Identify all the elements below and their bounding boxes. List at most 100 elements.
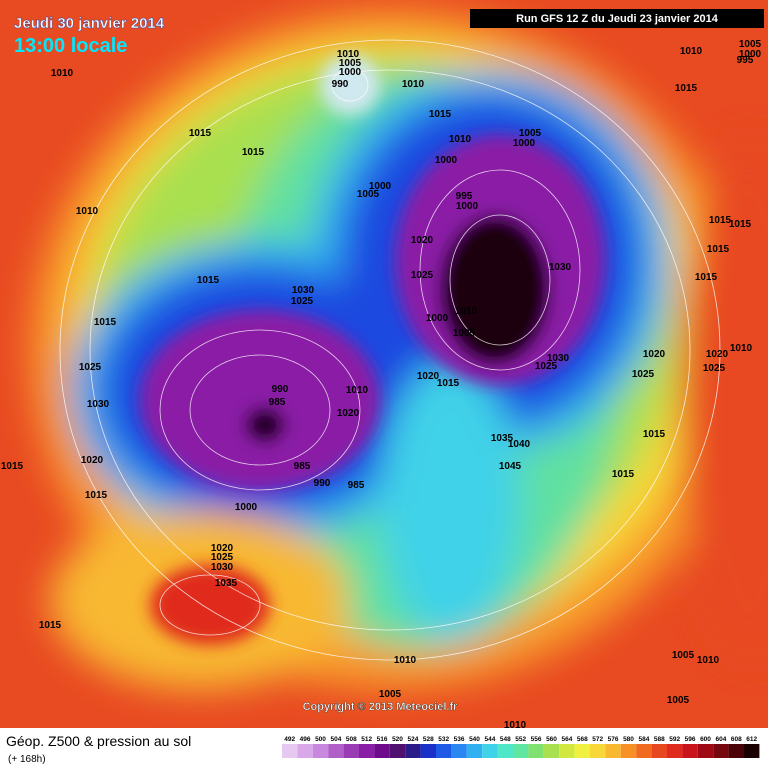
- scale-label: 532: [438, 736, 449, 743]
- isobar-label: 1005: [339, 58, 362, 69]
- scale-label: 516: [377, 736, 388, 743]
- scale-swatch: [559, 744, 575, 758]
- isobar-label: 1015: [437, 378, 460, 389]
- isobar-label: 1030: [549, 262, 572, 273]
- isobar-label: 1010: [504, 720, 527, 731]
- scale-label: 568: [577, 736, 588, 743]
- isobar-label: 1015: [94, 317, 117, 328]
- scale-swatch: [359, 744, 375, 758]
- scale-label: 508: [346, 736, 357, 743]
- isobar-label: 1005: [739, 39, 762, 50]
- isobar-label: 1000: [739, 49, 762, 60]
- scale-label: 584: [638, 736, 649, 743]
- footer-title: Géop. Z500 & pression au sol: [6, 733, 191, 749]
- scale-label: 572: [592, 736, 603, 743]
- isobar-label: 990: [314, 478, 331, 489]
- scale-swatch: [389, 744, 406, 758]
- field: [0, 0, 768, 728]
- isobar-label: 1030: [547, 353, 570, 364]
- isobar-label: 1010: [455, 306, 478, 317]
- isobar-label: 1030: [292, 285, 315, 296]
- isobar-label: 1025: [703, 363, 726, 374]
- isobar-label: 1010: [680, 46, 703, 57]
- scale-swatch: [528, 744, 544, 758]
- isobar-label: 1025: [211, 552, 234, 563]
- isobar-label: 1000: [369, 181, 392, 192]
- isobar-label: 1025: [535, 361, 558, 372]
- footer-lead: (+ 168h): [8, 754, 46, 765]
- isobar-label: 1015: [39, 620, 62, 631]
- scale-swatch: [682, 744, 698, 758]
- scale-label: 544: [484, 736, 495, 743]
- scale-swatch: [466, 744, 483, 758]
- scale-label: 496: [300, 736, 311, 743]
- isobar-label: 985: [348, 480, 365, 491]
- scale-swatch: [482, 744, 498, 758]
- scale-label: 604: [715, 736, 726, 743]
- scale-label: 608: [731, 736, 742, 743]
- isobar-label: 1010: [449, 134, 472, 145]
- scale-swatch: [513, 744, 529, 758]
- scale-swatch: [328, 744, 344, 758]
- isobar-label: 1010: [402, 79, 425, 90]
- isobar-label: 1030: [211, 562, 234, 573]
- isobar-label: 1015: [429, 109, 452, 120]
- scale-label: 524: [407, 736, 418, 743]
- isobar-label: 1015: [612, 469, 635, 480]
- scale-label: 520: [392, 736, 403, 743]
- isobar-label: 1020: [643, 349, 666, 360]
- isobar-label: 1015: [695, 272, 718, 283]
- isobar-label: 1000: [513, 138, 536, 149]
- scale-swatch: [420, 744, 436, 758]
- isobar-label: 1020: [417, 371, 440, 382]
- isobar-label: 1015: [729, 219, 752, 230]
- scale-swatch: [451, 744, 467, 758]
- isobar-label: 1045: [499, 461, 522, 472]
- isobar-label: 1010: [76, 206, 99, 217]
- scale-swatch: [697, 744, 714, 758]
- isobar-label: 1010: [51, 68, 74, 79]
- isobar-label: 1015: [675, 83, 698, 94]
- isobar-label: 990: [272, 384, 289, 395]
- scale-label: 500: [315, 736, 326, 743]
- isobar-label: 1015: [1, 461, 24, 472]
- isobar-label: 1010: [337, 49, 360, 60]
- isobar-label: 1020: [337, 408, 360, 419]
- scale-swatch: [543, 744, 560, 758]
- scale-label: 528: [423, 736, 434, 743]
- isobar-label: 1025: [291, 296, 314, 307]
- scale-swatch: [282, 744, 298, 758]
- isobar-label: 1020: [81, 455, 104, 466]
- isobar-label: 1020: [211, 543, 234, 554]
- isobar-label: 1015: [189, 128, 212, 139]
- scale-swatch: [620, 744, 637, 758]
- isobar-label: 1000: [235, 502, 258, 513]
- isobar-label: 1015: [707, 244, 730, 255]
- scale-label: 560: [546, 736, 557, 743]
- isobar-label: 1030: [87, 399, 110, 410]
- scale-swatch: [574, 744, 590, 758]
- color-scale: 492 496 500 504 508 512 516 520 524 528 532 536 540 5…: [282, 736, 760, 758]
- isobar-label: 990: [332, 79, 349, 90]
- isobar-label: 1010: [346, 385, 369, 396]
- date: Jeudi 30 janvier 2014: [14, 15, 165, 32]
- scale-label: 512: [361, 736, 372, 743]
- isobar-label: 1025: [632, 369, 655, 380]
- scale-swatch: [728, 744, 744, 758]
- time: 13:00 locale: [14, 35, 127, 57]
- scale-swatch: [636, 744, 652, 758]
- isobar-label: 1010: [730, 343, 753, 354]
- isobar-label: 1005: [519, 128, 542, 139]
- isobar-label: 1015: [709, 215, 732, 226]
- isobar-label: 1010: [697, 655, 720, 666]
- isobar-label: 1005: [357, 189, 380, 200]
- isobar-label: 1005: [379, 689, 402, 700]
- copyright: Copyright © 2013 Meteociel.fr: [303, 701, 459, 713]
- scale-swatch: [667, 744, 683, 758]
- scale-label: 556: [531, 736, 542, 743]
- isobar-label: 995: [737, 55, 754, 66]
- scale-swatch: [374, 744, 390, 758]
- isobar-label: 985: [294, 461, 311, 472]
